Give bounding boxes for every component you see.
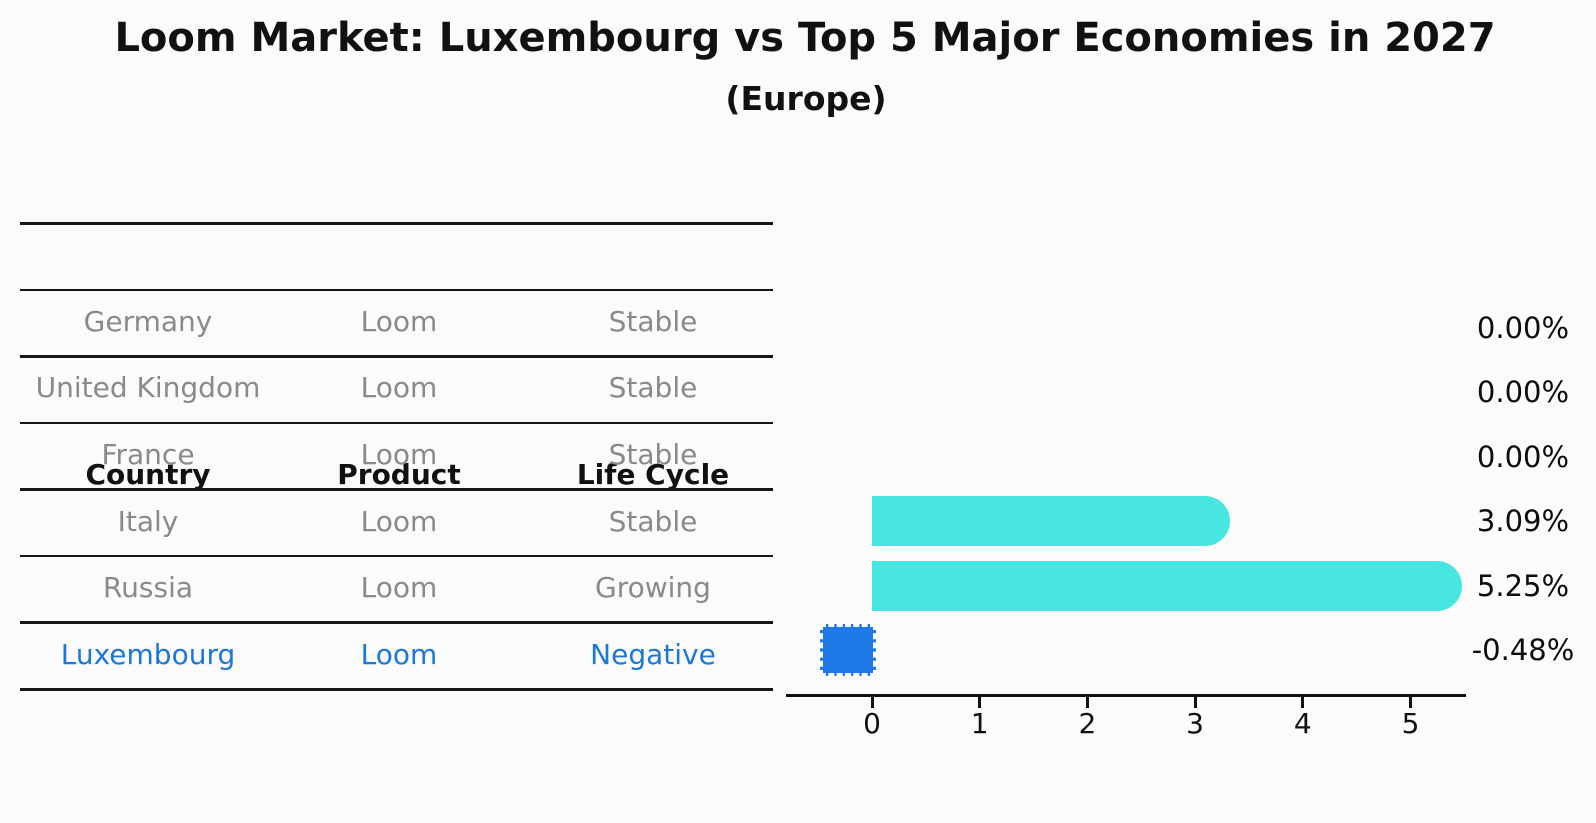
bar-luxembourg	[820, 624, 876, 677]
table-divider	[20, 355, 773, 358]
table-cell-life-cycle: Stable	[608, 304, 698, 338]
bar-value-label: 0.00%	[1476, 439, 1570, 474]
table-divider	[20, 288, 773, 292]
table-cell-product: Loom	[360, 304, 438, 338]
chart-subtitle: (Europe)	[725, 79, 887, 118]
table-cell-life-cycle: Stable	[608, 437, 698, 471]
x-axis-tick	[978, 697, 982, 708]
bar-value-label: 0.00%	[1476, 375, 1570, 410]
table-cell-product: Loom	[360, 437, 438, 471]
bar-value-label: -0.48%	[1471, 633, 1575, 668]
bar-value-label: 5.25%	[1476, 568, 1570, 603]
table-cell-product: Loom	[360, 637, 438, 671]
column-header-product: Product	[337, 458, 461, 491]
column-header-country: Country	[85, 458, 211, 491]
table-divider	[20, 421, 773, 425]
comparison-table: Country Product Life Cycle Germany Loom St…	[20, 222, 773, 691]
table-cell-country: Italy	[117, 504, 179, 538]
x-axis-tick	[1409, 697, 1412, 708]
x-axis-tick	[1085, 697, 1089, 708]
table-cell-country: France	[101, 437, 195, 471]
x-axis-tick-label: 3	[1186, 707, 1205, 740]
table-cell-country: Germany	[83, 304, 213, 338]
x-axis-line	[786, 694, 1466, 698]
x-axis-tick	[1301, 697, 1305, 708]
table-divider	[20, 222, 773, 225]
table-cell-life-cycle: Stable	[608, 371, 698, 405]
x-axis-tick-label: 1	[970, 707, 989, 740]
table-cell-country: Luxembourg	[60, 637, 236, 671]
x-axis-tick-label: 0	[863, 707, 881, 740]
x-axis-tick-label: 5	[1401, 707, 1420, 740]
table-cell-product: Loom	[360, 571, 438, 605]
table-cell-life-cycle: Negative	[590, 637, 716, 671]
bar-italy	[872, 496, 1230, 547]
x-axis-tick	[870, 697, 874, 708]
x-axis-tick-label: 2	[1078, 707, 1097, 740]
bar-value-label: 3.09%	[1476, 504, 1570, 539]
bar-value-label: 0.00%	[1476, 310, 1570, 345]
table-cell-country: United Kingdom	[35, 371, 261, 405]
table-divider	[20, 687, 773, 691]
table-divider	[20, 488, 773, 491]
table-cell-life-cycle: Growing	[595, 571, 711, 605]
chart-title: Loom Market: Luxembourg vs Top 5 Major E…	[114, 15, 1496, 61]
table-divider	[20, 621, 773, 624]
x-axis-tick-label: 4	[1293, 707, 1312, 740]
table-cell-life-cycle: Stable	[608, 504, 698, 538]
table-cell-product: Loom	[360, 504, 438, 538]
table-cell-product: Loom	[360, 371, 438, 405]
column-header-life-cycle: Life Cycle	[576, 458, 730, 491]
table-divider	[20, 554, 773, 558]
bar-russia	[872, 560, 1463, 611]
table-cell-country: Russia	[102, 571, 194, 605]
x-axis-tick	[1193, 697, 1197, 708]
